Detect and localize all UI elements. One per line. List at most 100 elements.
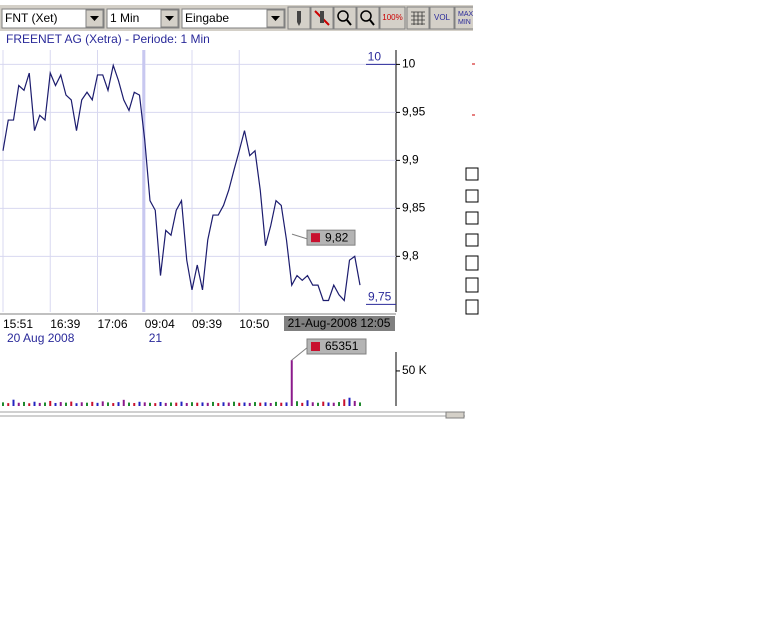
date-label: 21 — [149, 331, 163, 345]
volume-bar — [38, 402, 41, 406]
volume-bar — [311, 402, 314, 406]
volume-bar — [296, 401, 298, 406]
volume-bar — [290, 360, 293, 406]
symbol-text: FNT (Xet) — [5, 11, 57, 25]
volume-bar — [80, 402, 83, 406]
volume-bar — [348, 397, 351, 406]
volume-bar — [70, 401, 73, 406]
scroll-thumb[interactable] — [445, 411, 465, 419]
y-tick-label: 50 K — [402, 363, 427, 377]
volume-box — [306, 338, 367, 355]
field[interactable] — [465, 277, 479, 293]
volume-bar — [317, 402, 319, 406]
volume-bar — [338, 402, 340, 406]
x-tick-label: 10:50 — [239, 317, 269, 331]
high-label: 10 — [368, 50, 382, 64]
volume-bar — [227, 402, 230, 406]
volume-bar — [133, 402, 136, 406]
volume-bar — [59, 402, 62, 406]
input-select[interactable]: Eingabe — [181, 8, 286, 29]
zoom-out-button[interactable] — [356, 6, 380, 30]
input-text: Eingabe — [185, 11, 229, 25]
y-tick-label: 9,95 — [402, 105, 426, 119]
volume-bar — [206, 402, 209, 406]
x-tick-label: 09:39 — [192, 317, 222, 331]
volume-bar — [7, 403, 10, 406]
volume-bar — [96, 402, 99, 406]
volume-label: 65351 — [325, 339, 359, 353]
volume-bar — [122, 399, 125, 406]
volume-bar — [44, 402, 46, 406]
price-panel — [0, 50, 396, 312]
volume-bar — [75, 403, 78, 406]
volume-bar — [128, 402, 130, 406]
volume-bar — [332, 402, 335, 406]
period-text: 1 Min — [110, 11, 139, 25]
volume-bar — [222, 402, 225, 406]
volume-bar — [301, 402, 304, 406]
volume-bar — [112, 403, 115, 406]
volume-bar — [191, 402, 193, 406]
field[interactable] — [465, 255, 479, 271]
volume-bar — [23, 401, 25, 406]
volume-bar — [280, 402, 283, 406]
volume-bar — [143, 402, 146, 406]
volume-bar — [117, 402, 120, 406]
volume-bar — [243, 402, 246, 406]
x-tick-label: 09:04 — [145, 317, 175, 331]
volume-bar — [54, 402, 57, 406]
checkbox[interactable] — [465, 189, 479, 203]
scrollbar — [0, 411, 465, 417]
volume-bar — [149, 402, 151, 406]
volume-bar — [322, 401, 325, 406]
volume-bar — [49, 400, 52, 406]
volume-bar — [154, 403, 157, 406]
volume-bar — [91, 401, 94, 406]
period-select[interactable]: 1 Min — [106, 8, 180, 29]
volume-bar — [175, 402, 178, 406]
last-connector — [291, 233, 309, 240]
volume-bar — [233, 401, 235, 406]
field[interactable] — [465, 299, 479, 315]
volume-bar — [180, 401, 183, 406]
volume-bar — [164, 402, 167, 406]
zoom-label: 100% — [382, 13, 402, 22]
date-label: 20 Aug 2008 — [7, 331, 75, 345]
volume-bar — [248, 402, 251, 406]
volume-bar — [264, 402, 267, 406]
checkbox[interactable] — [465, 167, 479, 181]
symbol-select[interactable]: FNT (Xet) — [1, 8, 105, 29]
volume-bar — [269, 402, 272, 406]
y-tick-label: 9,9 — [402, 153, 419, 167]
zoom-in-button[interactable] — [333, 6, 357, 30]
volume-bar — [196, 402, 199, 406]
volume-bar — [28, 403, 31, 406]
volume-bar — [107, 402, 109, 406]
volume-bar — [65, 402, 67, 406]
low-label: 9,75 — [368, 289, 392, 303]
y-tick-label: 9,85 — [402, 201, 426, 215]
volume-bar — [343, 399, 346, 406]
volume-bar — [201, 402, 204, 406]
volume-connector — [291, 346, 309, 361]
volume-bar — [212, 401, 214, 406]
tool-buttons: 100% VOL MAX MIN — [287, 6, 478, 30]
volume-button[interactable] — [429, 6, 455, 30]
max-label: MAX — [458, 11, 474, 18]
x-tick-label: 15:51 — [3, 317, 33, 331]
volume-bar — [254, 402, 256, 406]
volume-bar — [2, 402, 4, 406]
volume-bar — [101, 401, 104, 406]
volume-bar — [275, 401, 277, 406]
cursor-label: 21-Aug-2008 12:05 — [288, 316, 391, 330]
volume-bar — [306, 400, 309, 406]
zoom-reset-button[interactable] — [379, 6, 406, 30]
x-tick-label: 16:39 — [50, 317, 80, 331]
min-label: MIN — [458, 19, 471, 26]
volume-bar — [353, 400, 356, 406]
price-line — [2, 63, 361, 302]
volume-bar — [359, 402, 361, 406]
checkbox[interactable] — [465, 233, 479, 247]
checkbox[interactable] — [465, 211, 479, 225]
